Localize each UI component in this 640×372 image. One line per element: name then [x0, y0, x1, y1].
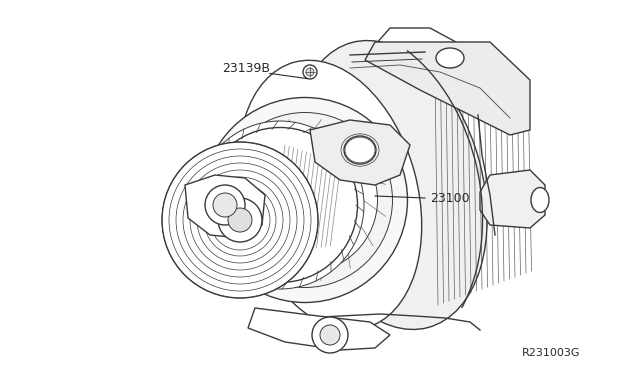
- Text: 23139B: 23139B: [222, 61, 270, 74]
- Polygon shape: [310, 120, 410, 185]
- Circle shape: [218, 198, 262, 242]
- Circle shape: [162, 142, 318, 298]
- Circle shape: [228, 208, 252, 232]
- Ellipse shape: [232, 128, 378, 273]
- Text: R231003G: R231003G: [522, 348, 580, 358]
- Ellipse shape: [293, 41, 487, 330]
- Text: 23100: 23100: [430, 192, 470, 205]
- Polygon shape: [480, 170, 545, 228]
- Circle shape: [303, 65, 317, 79]
- Ellipse shape: [436, 48, 464, 68]
- Polygon shape: [248, 308, 390, 350]
- Circle shape: [205, 185, 245, 225]
- Polygon shape: [365, 42, 530, 135]
- Polygon shape: [185, 175, 265, 238]
- Ellipse shape: [435, 47, 465, 69]
- Circle shape: [213, 193, 237, 217]
- Ellipse shape: [344, 136, 376, 164]
- Circle shape: [306, 68, 314, 76]
- Ellipse shape: [238, 60, 422, 330]
- Ellipse shape: [202, 128, 358, 282]
- Ellipse shape: [531, 187, 549, 212]
- Polygon shape: [375, 28, 490, 90]
- Ellipse shape: [202, 97, 408, 302]
- Ellipse shape: [196, 121, 364, 289]
- Ellipse shape: [218, 112, 392, 288]
- Circle shape: [312, 317, 348, 353]
- Circle shape: [320, 325, 340, 345]
